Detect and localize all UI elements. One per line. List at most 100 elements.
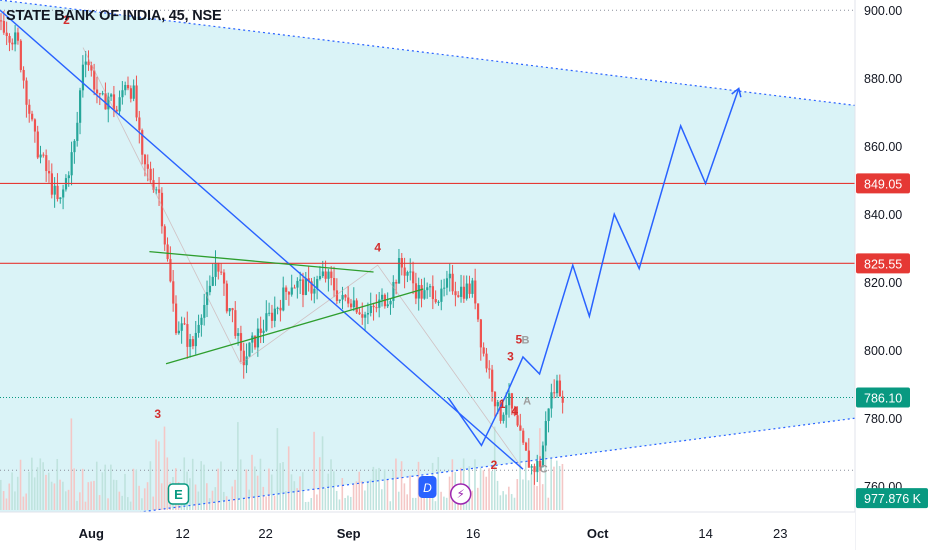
candle-body xyxy=(505,405,508,415)
earnings-badge[interactable]: E xyxy=(167,483,190,505)
volume-bar xyxy=(395,458,397,510)
candle-body xyxy=(285,287,288,292)
candle-body xyxy=(361,314,364,318)
candle-body xyxy=(110,94,113,97)
volume-bar xyxy=(245,469,248,510)
candle-body xyxy=(510,393,514,409)
volume-bar xyxy=(409,475,411,510)
candle-body xyxy=(31,113,34,120)
candle-body xyxy=(333,277,336,291)
price-tag-last-price xyxy=(856,387,910,408)
candle-body xyxy=(403,267,406,276)
candle-body xyxy=(301,279,305,295)
volume-bar xyxy=(56,459,59,510)
candle-body xyxy=(135,85,138,118)
volume-bar xyxy=(361,481,363,510)
candle-body xyxy=(107,96,110,110)
candle-body xyxy=(225,283,228,312)
wave-connector xyxy=(82,47,524,470)
candle-body xyxy=(211,276,214,286)
volume-bar xyxy=(412,497,414,510)
volume-bar xyxy=(163,426,166,510)
volume-bar xyxy=(180,499,183,510)
channel-lower-line xyxy=(0,417,856,531)
volume-bar xyxy=(141,498,143,510)
volume-bar xyxy=(349,496,352,510)
candle-body xyxy=(428,286,432,288)
volume-bar xyxy=(476,487,479,510)
price-tick-780.00: 780.00 xyxy=(864,412,902,426)
volume-bar xyxy=(493,426,496,510)
volume-bar xyxy=(31,457,33,510)
volume-bar xyxy=(121,495,123,510)
candle-body xyxy=(392,281,395,301)
volume-bar xyxy=(101,472,104,510)
volume-bar xyxy=(420,490,423,510)
candle-body xyxy=(423,290,426,299)
candle-body xyxy=(465,283,468,299)
volume-bar xyxy=(98,495,101,510)
volume-bar xyxy=(496,480,499,510)
candle-body xyxy=(547,408,550,422)
volume-bar xyxy=(95,461,98,510)
candle-body xyxy=(259,328,262,333)
volume-bar xyxy=(2,491,5,510)
volume-bar xyxy=(338,499,341,510)
candle-body xyxy=(420,285,423,299)
candle-body xyxy=(352,300,355,308)
price-tick-800.00: 800.00 xyxy=(864,344,902,358)
candle-body xyxy=(76,122,79,141)
candle-body xyxy=(335,290,339,301)
dividend-badge[interactable]: D xyxy=(418,476,437,498)
volume-bar xyxy=(5,498,8,510)
price-tag-level-849 xyxy=(856,173,910,194)
triangle-top-line xyxy=(149,250,374,273)
candle-body xyxy=(493,391,497,407)
volume-bar xyxy=(344,497,346,510)
volume-bar xyxy=(479,467,482,510)
dividend-badge-box xyxy=(418,476,437,498)
candle-body xyxy=(516,415,519,426)
volume-bar xyxy=(392,470,394,510)
candle-body xyxy=(129,88,133,99)
volume-bar xyxy=(234,479,236,510)
volume-bar xyxy=(499,495,502,510)
time-axis-bg xyxy=(0,512,855,550)
volume-bar xyxy=(256,475,259,510)
volume-bar xyxy=(59,479,61,510)
candle-body xyxy=(273,308,276,321)
abc-label-0: B xyxy=(521,334,529,346)
volume-bar xyxy=(530,473,533,510)
volume-bar xyxy=(143,488,146,510)
candle-body xyxy=(93,70,96,90)
candle-body xyxy=(318,276,322,280)
volume-bar xyxy=(327,473,329,510)
candle-body xyxy=(124,84,127,91)
candle-body xyxy=(287,291,291,295)
candle-body xyxy=(265,313,268,331)
volume-bar xyxy=(70,418,73,510)
candle-body xyxy=(183,323,186,325)
candle-body xyxy=(90,65,93,71)
candle-body xyxy=(293,287,296,289)
earnings-badge-box xyxy=(167,483,190,505)
candle-body xyxy=(296,280,299,288)
candle-body xyxy=(101,93,104,95)
volume-bar xyxy=(268,468,270,510)
candle-body xyxy=(338,299,341,301)
volume-bar xyxy=(428,495,431,510)
time-tick-Sep: Sep xyxy=(337,526,361,541)
candle-body xyxy=(115,109,118,112)
candle-body xyxy=(19,40,22,70)
chart-title: STATE BANK OF INDIA, 45, NSE xyxy=(6,8,222,24)
volume-bar xyxy=(524,461,527,510)
volume-bar xyxy=(115,480,118,510)
price-tick-860.00: 860.00 xyxy=(864,140,902,154)
candle-body xyxy=(155,189,158,191)
volume-bar xyxy=(437,457,440,510)
candle-body xyxy=(22,69,25,81)
candle-body xyxy=(341,294,344,300)
time-tick-23: 23 xyxy=(773,526,787,541)
flash-badge[interactable]: ⚡ xyxy=(449,483,472,505)
